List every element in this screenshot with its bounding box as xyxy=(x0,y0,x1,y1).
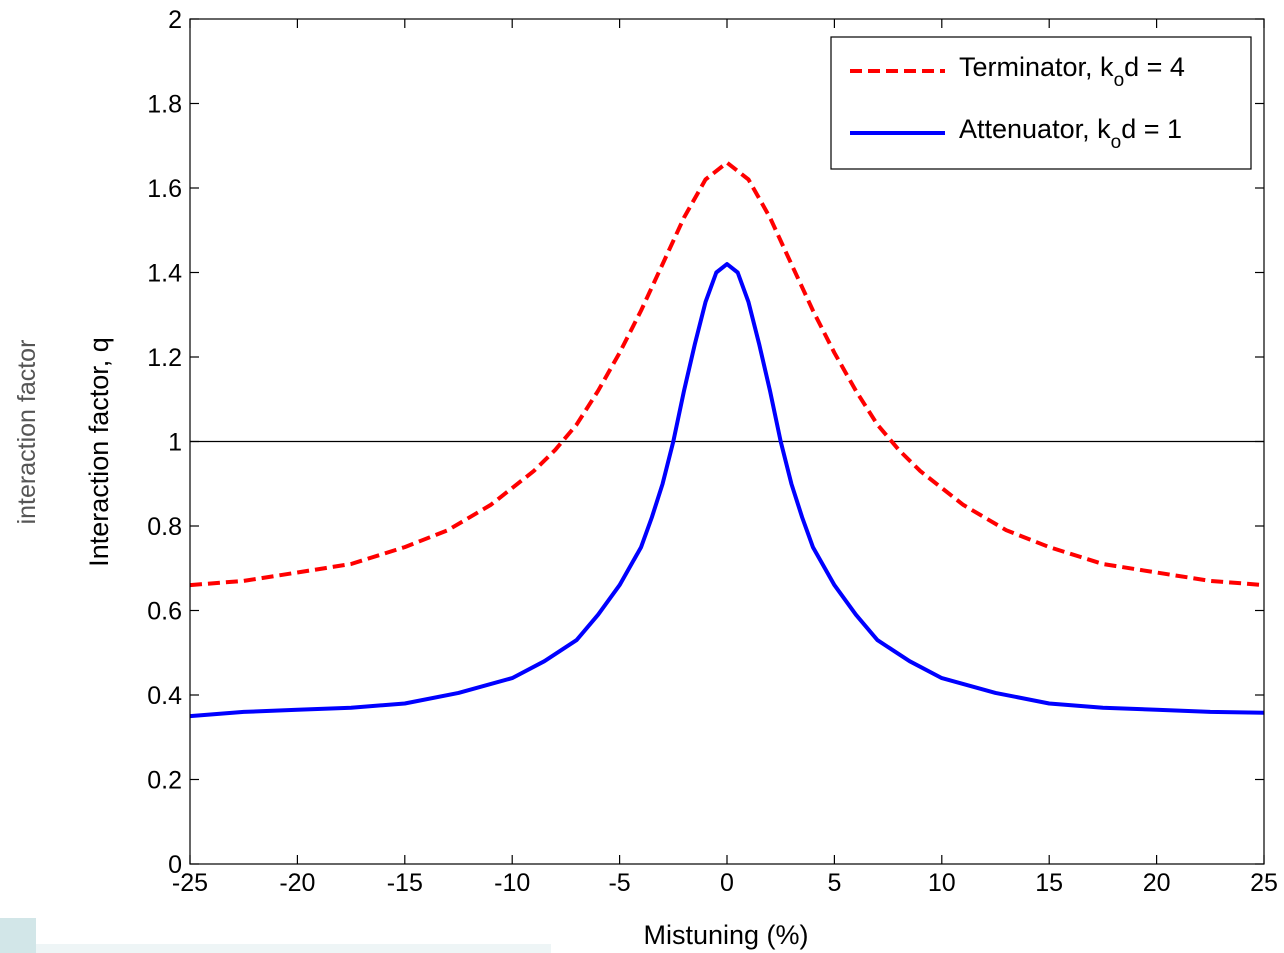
legend-box xyxy=(830,36,1252,170)
plot-area: -25 -20 -15 -10 -5 0 5 10 15 20 25 0 0.2 0.4 0.6 0.8 1 1.… xyxy=(147,6,1278,897)
y-tick-label: 0 xyxy=(168,851,182,879)
y-tick-label: 1.2 xyxy=(147,344,182,372)
x-tick-label: 25 xyxy=(1250,869,1278,897)
legend: Terminator, kod = 4 Attenuator, kod = 1 xyxy=(830,36,1252,170)
y-tick-label: 1.4 xyxy=(147,260,182,288)
y-tick-label: 1.8 xyxy=(147,91,182,119)
y-tick-label: 0.4 xyxy=(147,682,182,710)
x-tick-label: 15 xyxy=(1035,869,1063,897)
series-line-attenuator xyxy=(189,262,1265,719)
y-axis-title: Interaction factor, q xyxy=(84,337,114,567)
y-tick-label: 2 xyxy=(168,6,182,34)
x-tick-label: 10 xyxy=(928,869,956,897)
x-tick-label: 20 xyxy=(1143,869,1171,897)
legend-entry-attenuator: Attenuator, kod = 1 xyxy=(959,114,1182,153)
x-tick-label: -25 xyxy=(172,869,208,897)
y-tick-label: 0.8 xyxy=(147,513,182,541)
decorative-strip xyxy=(36,944,551,953)
y-tick-label: 1 xyxy=(168,429,182,457)
y-tick-label: 0.2 xyxy=(147,767,182,795)
y-tick-label: 1.6 xyxy=(147,175,182,203)
x-axis-title: Mistuning (%) xyxy=(643,920,808,950)
decorative-corner xyxy=(0,918,36,953)
y-tick-label: 0.6 xyxy=(147,598,182,626)
legend-entry-terminator: Terminator, kod = 4 xyxy=(959,52,1185,91)
x-tick-label: -15 xyxy=(387,869,423,897)
x-tick-label: -20 xyxy=(279,869,315,897)
x-tick-label: 5 xyxy=(827,869,841,897)
side-label: interaction factor xyxy=(13,340,41,525)
x-tick-label: 0 xyxy=(720,869,734,897)
x-tick-label: -5 xyxy=(608,869,630,897)
x-tick-label: -10 xyxy=(494,869,530,897)
series-line-terminator xyxy=(189,160,1265,588)
